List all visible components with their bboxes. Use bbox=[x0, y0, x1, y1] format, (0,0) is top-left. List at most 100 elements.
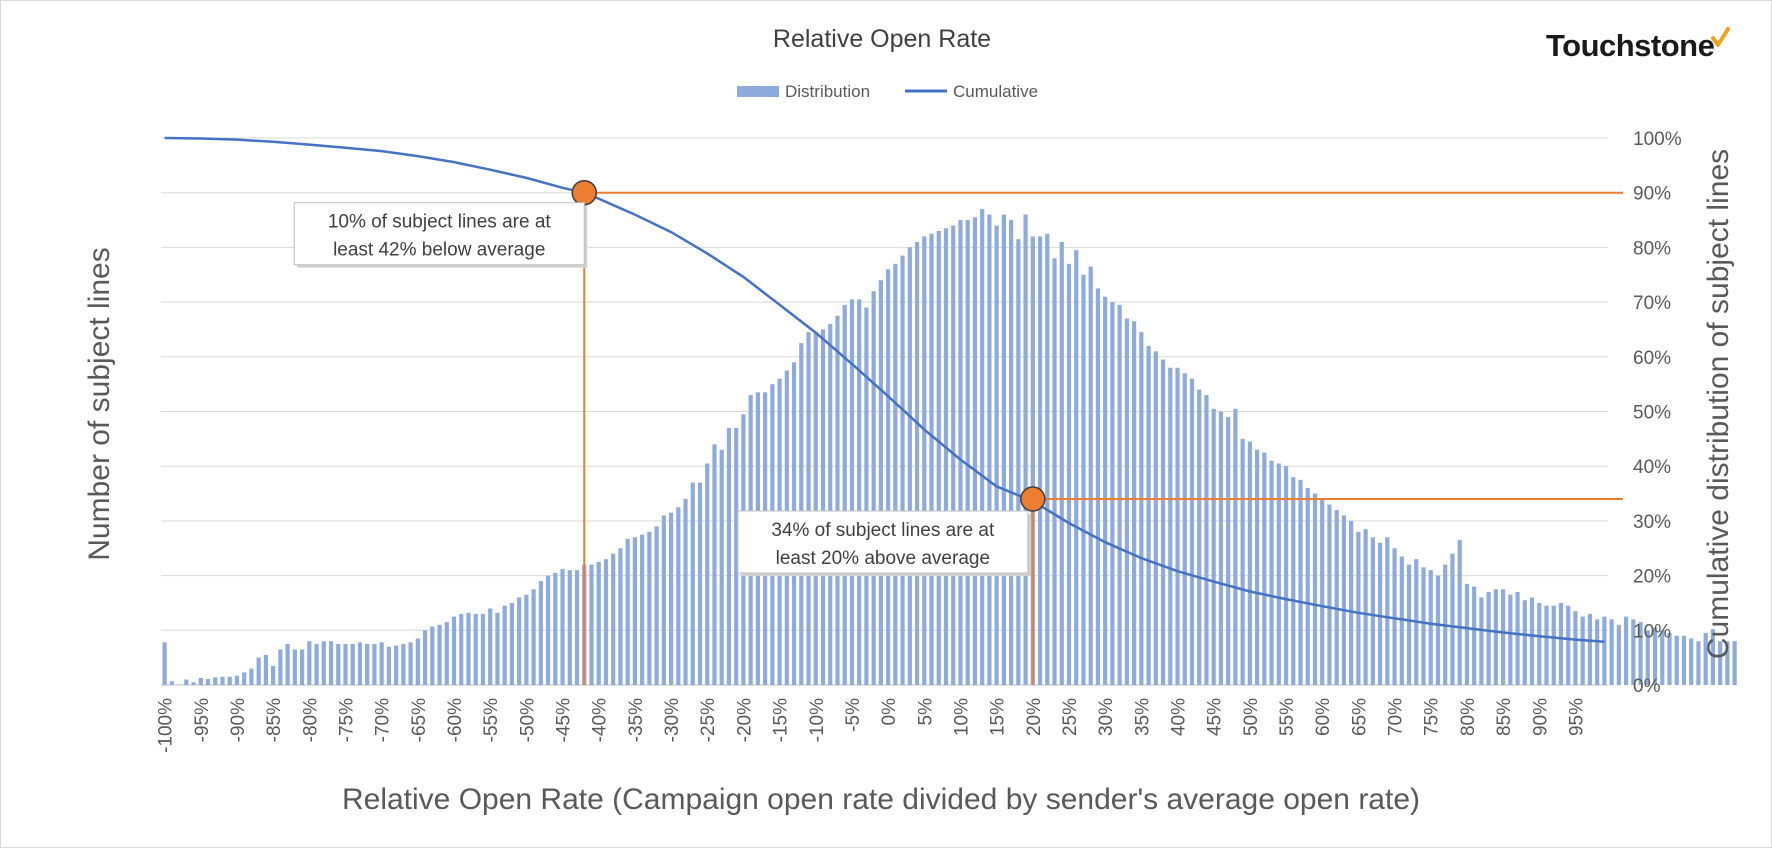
distribution-bar bbox=[394, 645, 399, 685]
distribution-bar bbox=[1327, 504, 1332, 685]
x-tick-label: -40% bbox=[590, 698, 611, 742]
distribution-bar bbox=[1341, 515, 1347, 685]
x-tick-label: -60% bbox=[445, 698, 466, 742]
distribution-bar bbox=[488, 608, 493, 685]
distribution-bar bbox=[1059, 241, 1064, 685]
distribution-bar bbox=[994, 225, 999, 685]
distribution-bar bbox=[1652, 627, 1658, 685]
distribution-bar bbox=[1016, 239, 1021, 685]
distribution-bar bbox=[1110, 302, 1115, 685]
distribution-bar bbox=[1240, 438, 1245, 685]
x-tick-label: -30% bbox=[662, 698, 683, 742]
distribution-bar bbox=[1168, 367, 1173, 685]
x-axis-title: Relative Open Rate (Campaign open rate d… bbox=[342, 783, 1420, 816]
legend-label-cumulative: Cumulative bbox=[953, 82, 1038, 101]
logo-text: Touchstone bbox=[1546, 28, 1715, 63]
distribution-bar bbox=[553, 572, 558, 685]
distribution-bar bbox=[1674, 635, 1679, 685]
distribution-bar bbox=[1457, 540, 1462, 685]
distribution-bar bbox=[1566, 605, 1571, 685]
x-tick-label: -85% bbox=[264, 698, 285, 742]
distribution-bar bbox=[321, 641, 326, 685]
distribution-bar bbox=[509, 602, 514, 685]
distribution-bar bbox=[857, 299, 862, 685]
distribution-bar bbox=[719, 449, 724, 685]
distribution-bar bbox=[191, 682, 196, 685]
distribution-bar bbox=[365, 643, 370, 685]
distribution-bar bbox=[1486, 592, 1491, 685]
distribution-bar bbox=[1298, 479, 1303, 685]
annotation-text: least 42% below average bbox=[333, 240, 545, 261]
x-tick-label: 85% bbox=[1494, 698, 1515, 736]
x-tick-label: 5% bbox=[915, 698, 936, 726]
distribution-bar bbox=[386, 646, 392, 685]
cumulative-line bbox=[164, 136, 1605, 644]
distribution-bar bbox=[1305, 488, 1310, 685]
distribution-bar bbox=[1667, 633, 1672, 685]
distribution-bar bbox=[943, 228, 949, 685]
distribution-bar bbox=[668, 512, 674, 685]
distribution-bar bbox=[1573, 611, 1578, 685]
distribution-bar bbox=[1522, 600, 1527, 685]
distribution-bar bbox=[437, 624, 442, 685]
distribution-bar bbox=[1638, 622, 1643, 685]
distribution-bar bbox=[965, 220, 970, 686]
x-tick-label: -45% bbox=[554, 698, 575, 742]
distribution-bar bbox=[1551, 605, 1556, 685]
annotation-boxes: 10% of subject lines are at least 42% bel… bbox=[293, 202, 1031, 577]
secondary-y-axis-title: Cumulative distribution of subject lines bbox=[1702, 149, 1735, 659]
distribution-bar bbox=[1479, 597, 1484, 685]
distribution-bar bbox=[1493, 589, 1498, 685]
distribution-bar bbox=[611, 553, 616, 685]
x-tick-label: -100% bbox=[156, 698, 177, 753]
distribution-bar bbox=[1066, 263, 1072, 685]
distribution-bar bbox=[900, 255, 905, 686]
y2-tick-label: 100% bbox=[1633, 129, 1682, 150]
distribution-bar bbox=[864, 307, 869, 685]
distribution-bar bbox=[676, 507, 681, 685]
distribution-bar bbox=[806, 332, 811, 685]
distribution-bar bbox=[1320, 499, 1325, 685]
distribution-bar bbox=[1515, 592, 1520, 685]
distribution-bar bbox=[169, 681, 174, 685]
distribution-bar bbox=[1681, 635, 1687, 685]
distribution-bar bbox=[1732, 641, 1737, 685]
distribution-bar bbox=[1645, 630, 1650, 685]
distribution-bar bbox=[618, 548, 623, 685]
distribution-bar bbox=[459, 613, 464, 685]
x-tick-label: 35% bbox=[1132, 698, 1153, 736]
legend: Distribution Cumulative bbox=[737, 82, 1038, 101]
distribution-bar bbox=[1696, 641, 1701, 685]
legend-label-distribution: Distribution bbox=[785, 82, 870, 101]
distribution-bar bbox=[1103, 296, 1108, 685]
x-tick-label: 70% bbox=[1386, 698, 1407, 736]
distribution-bar bbox=[1421, 567, 1426, 685]
distribution-bar bbox=[1356, 531, 1361, 685]
annotation-box bbox=[737, 510, 1029, 574]
distribution-bar bbox=[545, 575, 551, 685]
distribution-bar bbox=[560, 569, 565, 685]
x-tick-label: 55% bbox=[1277, 698, 1298, 736]
distribution-bar bbox=[401, 643, 406, 685]
logo-check-icon bbox=[1711, 27, 1730, 47]
distribution-bar bbox=[372, 643, 377, 685]
distribution-bar bbox=[972, 217, 978, 685]
distribution-bar bbox=[835, 315, 840, 685]
x-tick-label: -90% bbox=[228, 698, 249, 742]
distribution-bar bbox=[654, 526, 659, 685]
distribution-bar bbox=[1392, 548, 1397, 685]
distribution-bar bbox=[661, 515, 666, 685]
distribution-bar bbox=[567, 570, 572, 685]
distribution-bar bbox=[1160, 359, 1166, 685]
distribution-bar bbox=[697, 482, 703, 685]
x-tick-label: -35% bbox=[626, 698, 647, 742]
distribution-bar bbox=[1472, 586, 1477, 685]
x-tick-label: 15% bbox=[988, 698, 1009, 736]
annotation-marker bbox=[1020, 486, 1046, 512]
y2-tick-label: 90% bbox=[1633, 184, 1671, 205]
distribution-bar bbox=[1001, 214, 1006, 685]
x-tick-label: -65% bbox=[409, 698, 430, 742]
x-tick-label: 60% bbox=[1313, 698, 1334, 736]
